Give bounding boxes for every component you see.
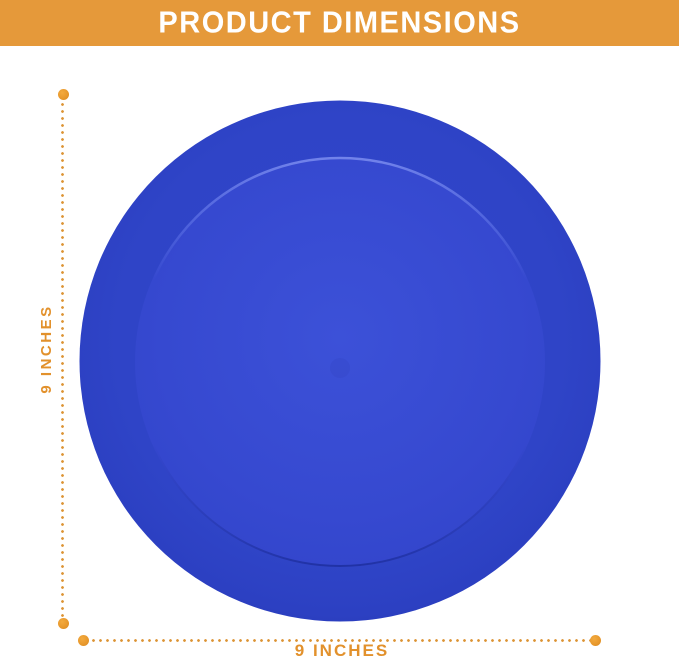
dimension-endpoint-dot-icon <box>77 634 89 646</box>
plate-inner-circle <box>135 157 545 567</box>
plate-image <box>79 100 601 622</box>
width-dimension-line <box>83 639 595 642</box>
page-title: PRODUCT DIMENSIONS <box>158 5 521 40</box>
dimension-endpoint-dot-icon <box>57 617 69 629</box>
plate-inner-shadow <box>135 361 545 567</box>
header-banner: PRODUCT DIMENSIONS <box>0 0 679 46</box>
height-dimension-line <box>61 94 64 623</box>
plate-center-mark <box>330 358 350 378</box>
dimension-endpoint-dot-icon <box>589 634 601 646</box>
height-dimension-label: 9 INCHES <box>38 304 55 394</box>
dimension-endpoint-dot-icon <box>57 88 69 100</box>
plate-inner-highlight <box>134 156 546 363</box>
width-dimension-label: 9 INCHES <box>294 641 390 660</box>
